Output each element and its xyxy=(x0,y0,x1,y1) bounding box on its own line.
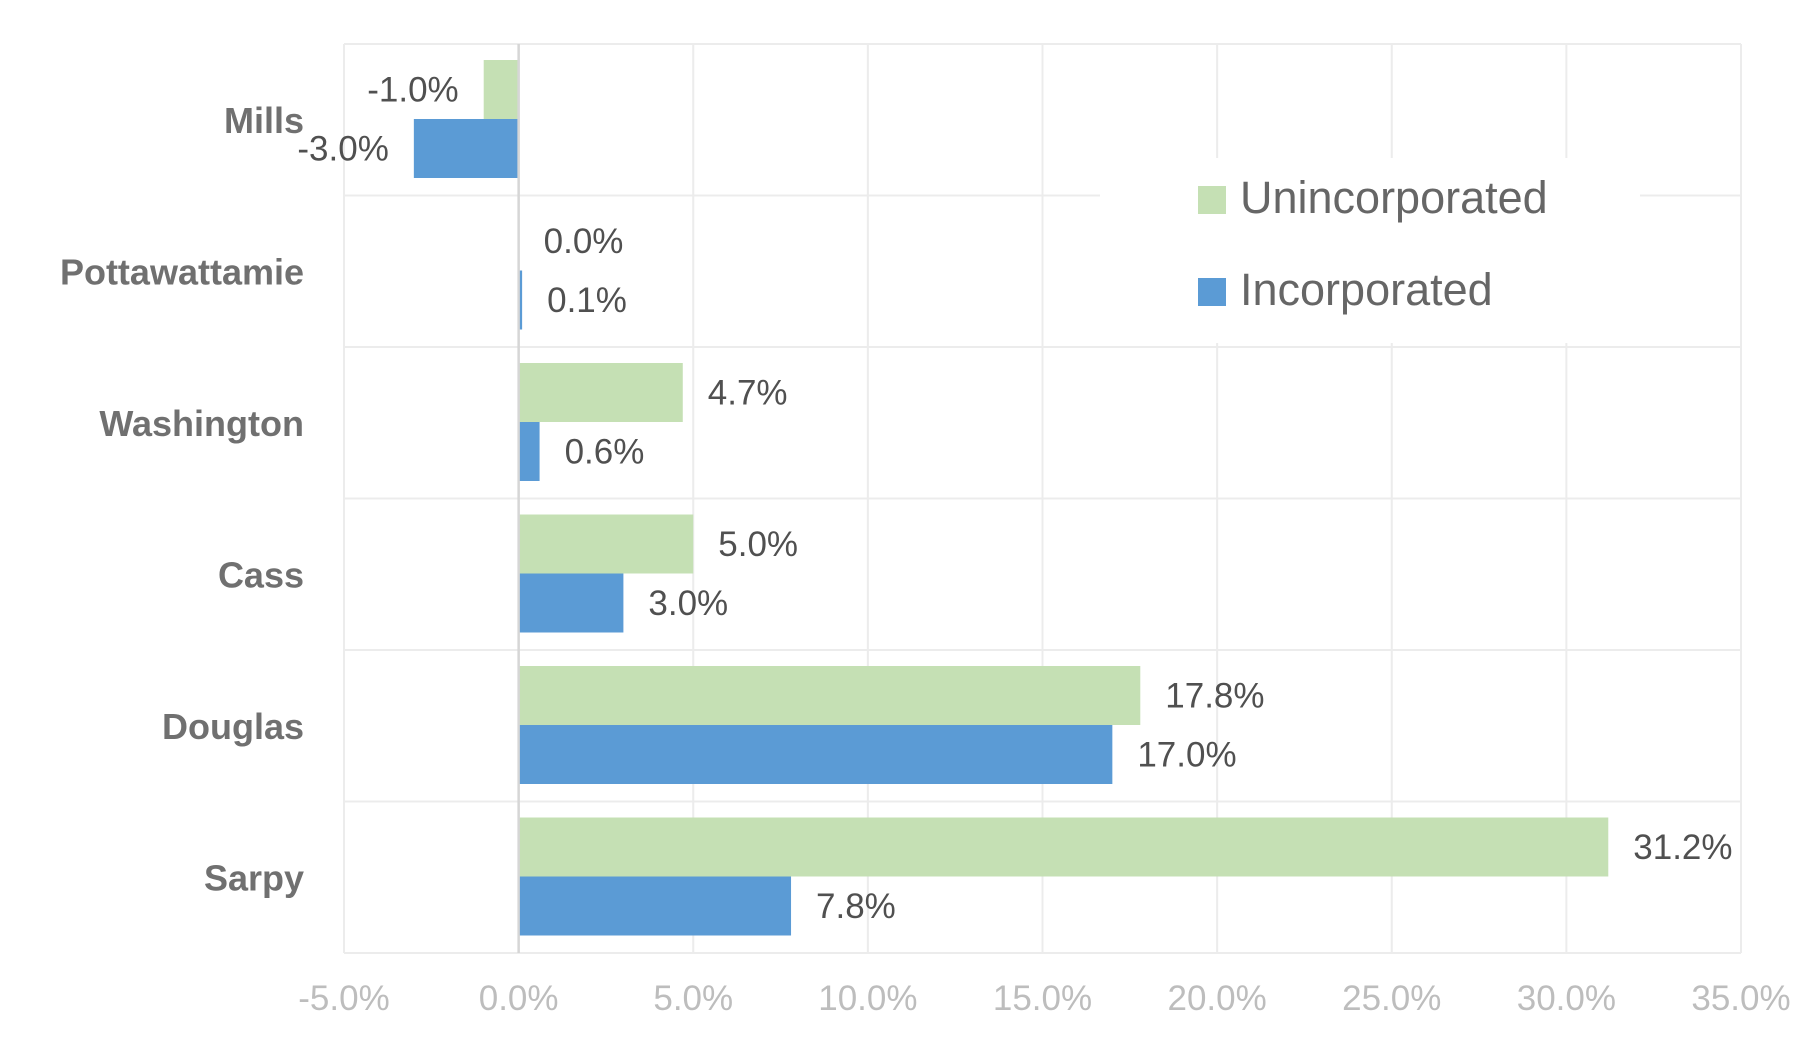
data-label-unincorporated-mills: -1.0% xyxy=(367,71,458,110)
axes: Mills Pottawattamie Washington Cass Douglas S… xyxy=(60,44,1791,1018)
bars xyxy=(413,60,1609,936)
category-label-pottawattamie: Pottawattamie xyxy=(60,251,304,292)
x-tick-label: 5.0% xyxy=(653,979,733,1018)
bar-incorporated-sarpy xyxy=(518,876,792,936)
bar-unincorporated-sarpy xyxy=(518,817,1609,877)
category-label-sarpy: Sarpy xyxy=(204,857,304,898)
legend-label-incorporated: Incorporated xyxy=(1240,264,1493,315)
data-label-incorporated-cass: 3.0% xyxy=(648,584,728,623)
category-label-douglas: Douglas xyxy=(162,706,304,747)
x-tick-label: 15.0% xyxy=(993,979,1092,1018)
legend-swatch-incorporated xyxy=(1198,278,1226,306)
bar-incorporated-mills xyxy=(413,119,519,178)
category-label-cass: Cass xyxy=(218,554,304,595)
data-label-unincorporated-pottawattamie: 0.0% xyxy=(544,222,624,261)
legend-swatch-unincorporated xyxy=(1198,186,1226,214)
x-tick-label: 35.0% xyxy=(1691,979,1790,1018)
data-labels: -1.0% -3.0% 0.0% 0.1% 4.7% 0.6% 5.0% 3.0% 17.8% 1… xyxy=(297,71,1732,927)
legend-box xyxy=(1100,158,1640,343)
x-tick-label: 0.0% xyxy=(479,979,559,1018)
bar-incorporated-pottawattamie xyxy=(518,270,523,330)
legend-label-unincorporated: Unincorporated xyxy=(1240,172,1548,223)
data-label-unincorporated-sarpy: 31.2% xyxy=(1633,828,1732,867)
category-label-mills: Mills xyxy=(224,100,304,141)
legend: Unincorporated Incorporated xyxy=(1100,158,1640,343)
data-label-incorporated-sarpy: 7.8% xyxy=(816,887,896,926)
data-label-incorporated-mills: -3.0% xyxy=(297,130,388,169)
category-label-washington: Washington xyxy=(99,403,304,444)
data-label-unincorporated-douglas: 17.8% xyxy=(1165,677,1264,716)
x-tick-label: 20.0% xyxy=(1168,979,1267,1018)
bar-unincorporated-cass xyxy=(518,514,694,574)
data-label-incorporated-washington: 0.6% xyxy=(565,433,645,472)
x-tick-label: 30.0% xyxy=(1517,979,1616,1018)
bar-incorporated-cass xyxy=(518,573,624,633)
data-label-incorporated-douglas: 17.0% xyxy=(1137,736,1236,775)
bar-unincorporated-mills xyxy=(483,60,519,119)
x-tick-label: 25.0% xyxy=(1342,979,1441,1018)
bar-incorporated-douglas xyxy=(518,725,1113,784)
x-tick-label: 10.0% xyxy=(818,979,917,1018)
data-label-incorporated-pottawattamie: 0.1% xyxy=(547,281,627,320)
data-label-unincorporated-cass: 5.0% xyxy=(718,525,798,564)
data-label-unincorporated-washington: 4.7% xyxy=(708,374,788,413)
bar-unincorporated-douglas xyxy=(518,666,1141,725)
x-tick-label: -5.0% xyxy=(298,979,389,1018)
bar-unincorporated-washington xyxy=(518,363,683,422)
bar-incorporated-washington xyxy=(518,422,540,481)
